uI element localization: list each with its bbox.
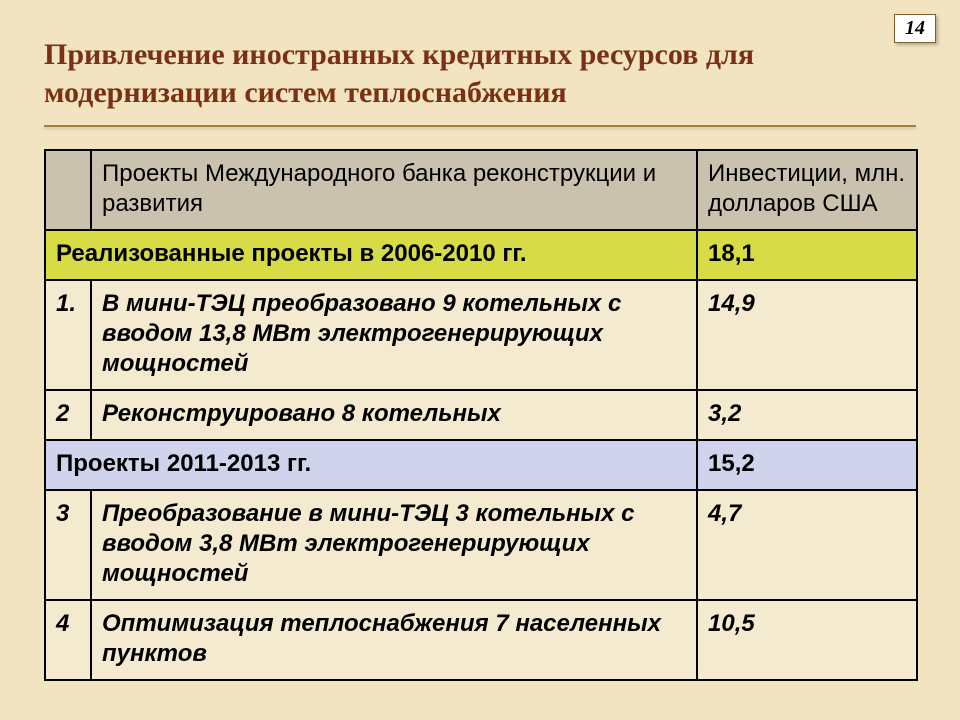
item-cell-val: 14,9 — [697, 280, 917, 390]
item-cell-desc: Реконструировано 8 котельных — [91, 390, 697, 440]
group-cell-desc: Реализованные проекты в 2006-2010 гг. — [45, 230, 697, 280]
item-cell-num: 2 — [45, 390, 91, 440]
slide-title: Привлечение иностранных кредитных ресурс… — [44, 36, 864, 111]
table-header-row: Проекты Международного банка реконструкц… — [45, 150, 917, 230]
projects-table: Проекты Международного банка реконструкц… — [44, 149, 918, 681]
table-group-row: Реализованные проекты в 2006-2010 гг. 18… — [45, 230, 917, 280]
table-row: 2 Реконструировано 8 котельных 3,2 — [45, 390, 917, 440]
table-group-row: Проекты 2011-2013 гг. 15,2 — [45, 440, 917, 490]
group-cell-val: 18,1 — [697, 230, 917, 280]
item-cell-num: 1. — [45, 280, 91, 390]
item-cell-num: 4 — [45, 600, 91, 680]
item-cell-desc: В мини-ТЭЦ преобразовано 9 котельных с в… — [91, 280, 697, 390]
table-row: 1. В мини-ТЭЦ преобразовано 9 котельных … — [45, 280, 917, 390]
header-cell-desc: Проекты Международного банка реконструкц… — [91, 150, 697, 230]
slide: 14 Привлечение иностранных кредитных рес… — [0, 0, 960, 720]
group-cell-val: 15,2 — [697, 440, 917, 490]
header-cell-val: Инвестиции, млн. долларов США — [697, 150, 917, 230]
item-cell-desc: Оптимизация теплоснабжения 7 населенных … — [91, 600, 697, 680]
item-cell-desc: Преобразование в мини-ТЭЦ 3 котельных с … — [91, 490, 697, 600]
table-row: 4 Оптимизация теплоснабжения 7 населенны… — [45, 600, 917, 680]
header-cell-num — [45, 150, 91, 230]
table-row: 3 Преобразование в мини-ТЭЦ 3 котельных … — [45, 490, 917, 600]
item-cell-val: 10,5 — [697, 600, 917, 680]
item-cell-val: 4,7 — [697, 490, 917, 600]
item-cell-num: 3 — [45, 490, 91, 600]
item-cell-val: 3,2 — [697, 390, 917, 440]
page-number-badge: 14 — [894, 14, 936, 43]
group-cell-desc: Проекты 2011-2013 гг. — [45, 440, 697, 490]
title-underline — [44, 125, 916, 127]
